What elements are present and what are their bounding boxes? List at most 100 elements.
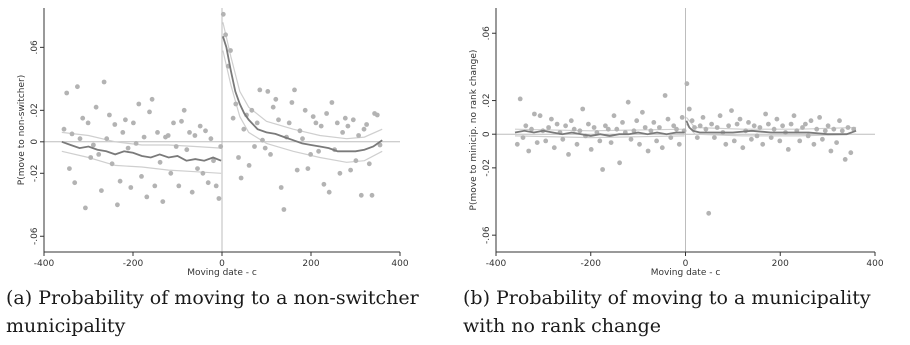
a-point-25 <box>128 185 134 190</box>
b-point-50 <box>657 125 662 130</box>
b-ytick-label-2: 0 <box>482 131 492 137</box>
a-point-4 <box>72 180 78 186</box>
a-point-22 <box>120 130 126 135</box>
a-point-103 <box>334 120 340 126</box>
a-point-58 <box>216 196 222 201</box>
caption-b-line1: (b) Probability of moving to a municipal… <box>463 287 871 309</box>
b-point-74 <box>723 141 729 147</box>
a-point-43 <box>176 183 182 189</box>
a-point-92 <box>305 166 311 172</box>
b-point-30 <box>600 167 605 172</box>
b-point-78 <box>734 121 740 127</box>
a-point-75 <box>260 137 265 143</box>
b-point-82 <box>746 120 751 125</box>
b-point-58 <box>679 115 685 120</box>
a-point-70 <box>246 163 252 168</box>
a-point-42 <box>173 144 179 149</box>
b-point-17 <box>563 123 568 129</box>
b-point-40 <box>628 136 634 142</box>
b-point-6 <box>532 111 537 117</box>
b-ytick-label-0: -.06 <box>482 226 492 244</box>
a-point-33 <box>149 96 155 102</box>
b-point-37 <box>620 120 625 125</box>
a-point-14 <box>99 188 104 194</box>
b-point-48 <box>651 120 657 125</box>
a-point-105 <box>340 130 345 135</box>
b-point-11 <box>546 125 551 130</box>
b-point-107 <box>817 115 822 120</box>
a-point-110 <box>353 158 359 164</box>
b-point-65 <box>697 123 703 129</box>
a-point-47 <box>187 130 192 135</box>
a-point-106 <box>342 115 348 121</box>
b-point-25 <box>586 121 591 127</box>
a-point-60 <box>220 11 226 17</box>
b-point-49 <box>654 138 659 144</box>
a-point-6 <box>77 136 83 142</box>
a-point-78 <box>268 152 273 157</box>
a-point-2 <box>67 166 72 172</box>
b-point-46 <box>645 148 651 154</box>
a-point-50 <box>195 166 200 172</box>
b-point-111 <box>828 148 834 154</box>
a-point-89 <box>297 128 303 134</box>
a-point-20 <box>115 202 120 208</box>
panel-b: -400 -200 0 200 400 -.06 -.02 0 .02 .06 Moving dat… <box>455 0 910 345</box>
b-point-86 <box>757 125 763 130</box>
a-point-66 <box>236 155 241 160</box>
b-point-108 <box>820 136 825 142</box>
b-point-76 <box>729 108 734 113</box>
b-point-27 <box>591 125 597 130</box>
b-point-43 <box>637 141 642 147</box>
b-point-47 <box>648 128 654 134</box>
b-point-103 <box>805 133 811 139</box>
a-point-109 <box>350 117 356 123</box>
a-xtick-label-4: 400 <box>391 259 408 269</box>
a-point-99 <box>324 111 329 116</box>
b-point-32 <box>605 126 611 132</box>
b-point-4 <box>526 148 532 154</box>
a-point-19 <box>112 122 118 127</box>
b-point-83 <box>749 136 754 142</box>
b-x-axis-title: Moving date - c <box>651 268 721 278</box>
b-point-60 <box>684 81 690 87</box>
a-point-8 <box>83 205 88 211</box>
b-point-85 <box>754 133 760 139</box>
b-point-101 <box>800 125 805 130</box>
a-point-45 <box>181 107 187 113</box>
b-point-8 <box>537 113 543 119</box>
b-point-3 <box>523 123 529 129</box>
b-point-23 <box>580 106 586 112</box>
b-point-31 <box>603 123 608 129</box>
b-point-77 <box>731 138 737 144</box>
a-point-113 <box>361 126 367 132</box>
b-point-22 <box>577 128 583 134</box>
b-point-21 <box>574 141 580 147</box>
b-point-18 <box>566 152 571 157</box>
b-point-56 <box>674 126 679 132</box>
a-point-24 <box>125 145 131 151</box>
b-point-89 <box>766 121 771 127</box>
b-point-93 <box>777 138 783 144</box>
b-ytick-label-1: -.02 <box>482 159 492 177</box>
b-point-36 <box>617 160 622 166</box>
b-point-94 <box>780 123 785 129</box>
b-point-109 <box>822 128 828 134</box>
a-point-81 <box>276 117 281 123</box>
b-point-64 <box>694 135 700 141</box>
a-point-108 <box>348 167 353 173</box>
b-point-100 <box>797 138 803 144</box>
a-point-35 <box>155 130 160 135</box>
b-point-112 <box>831 126 837 132</box>
b-point-33 <box>608 140 614 146</box>
a-point-59 <box>218 144 224 149</box>
b-point-84 <box>751 123 757 129</box>
a-point-46 <box>184 147 190 153</box>
a-point-85 <box>286 120 292 126</box>
b-point-106 <box>814 126 820 132</box>
b-xtick-label-0: -400 <box>486 259 507 269</box>
a-point-115 <box>366 161 372 167</box>
b-point-80 <box>740 145 746 151</box>
a-x-axis-title: Moving date - c <box>187 268 257 278</box>
b-point-71 <box>714 125 720 130</box>
